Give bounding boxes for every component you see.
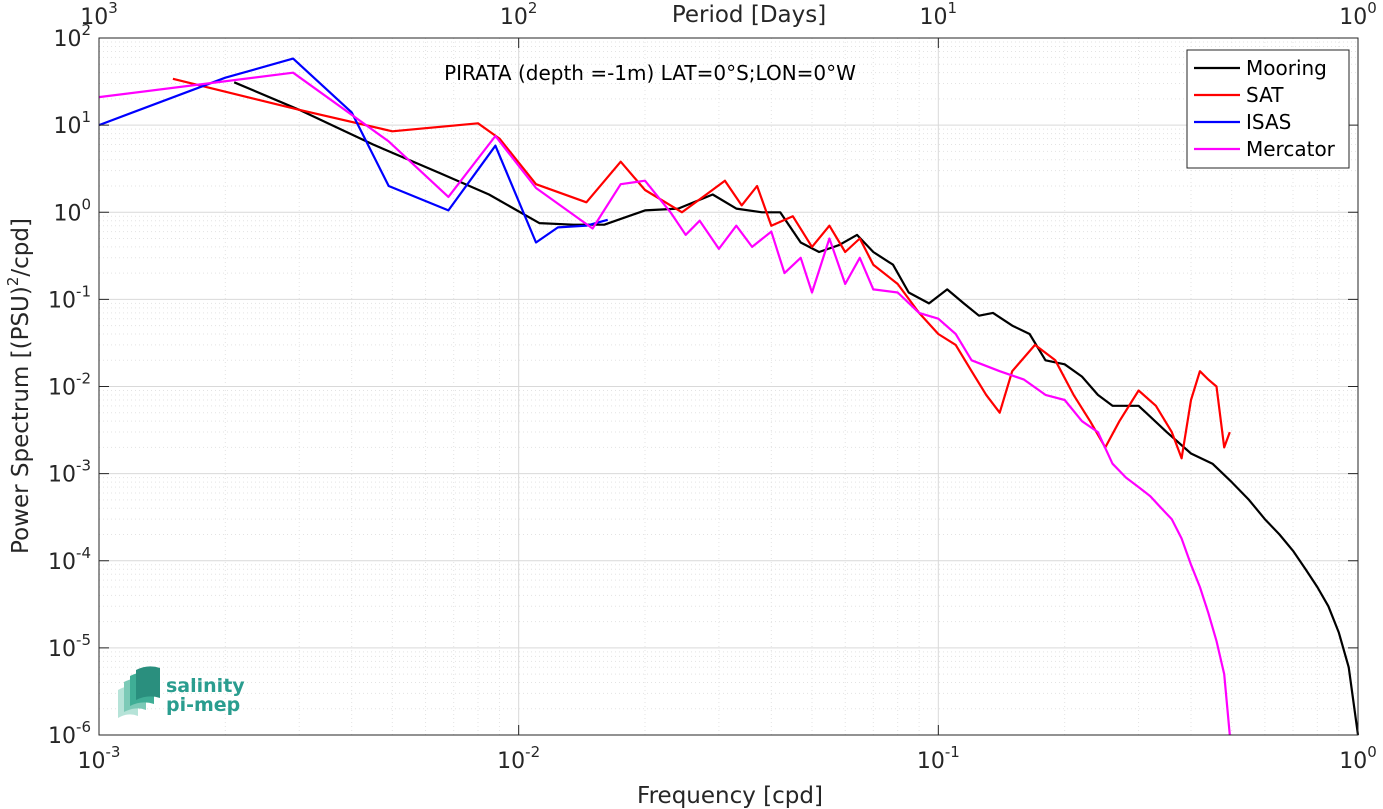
legend-label-isas: ISAS [1246, 110, 1291, 134]
y-tick-label: 100 [53, 195, 91, 226]
legend-entries: Mooring SAT ISAS Mercator [1194, 56, 1336, 161]
y-axis-label-tail: /cpd] [8, 218, 34, 277]
y-tick-label: 10-3 [48, 457, 91, 488]
legend-label-sat: SAT [1246, 83, 1284, 107]
y-tick-label: 10-2 [48, 370, 91, 401]
top-axis-label: Period [Days] [672, 2, 826, 28]
top-tick-label: 103 [80, 0, 118, 30]
y-tick-label: 10-1 [48, 282, 91, 313]
y-tick-label: 101 [53, 108, 91, 139]
top-x-tick-labels: 103 102 101 100 [80, 0, 1377, 30]
logo-mark-icon [118, 666, 160, 718]
logo-text-line1: salinity [166, 675, 245, 697]
logo-text-line2: pi-mep [166, 694, 240, 716]
x-axis-label: Frequency [cpd] [637, 783, 823, 809]
legend: Mooring SAT ISAS Mercator [1186, 49, 1350, 169]
y-tick-label: 10-4 [48, 544, 91, 575]
x-tick-label: 10-3 [78, 743, 121, 774]
series-line-mercator [98, 71, 1231, 736]
y-tick-label: 102 [53, 21, 91, 52]
x-tick-label: 100 [1339, 743, 1377, 774]
series-layer [98, 57, 1360, 736]
series-line-isas [98, 57, 608, 244]
y-tick-label: 10-6 [48, 718, 91, 749]
x-tick-label: 10-2 [497, 743, 540, 774]
top-tick-label: 101 [920, 0, 958, 30]
top-tick-label: 102 [500, 0, 538, 30]
legend-label-mooring: Mooring [1246, 56, 1327, 80]
y-tick-label: 10-5 [48, 631, 91, 662]
legend-label-mercator: Mercator [1246, 137, 1336, 161]
y-tick-labels: 102 101 100 10-1 10-2 10-3 10-4 10-5 10-6 [48, 21, 91, 749]
chart-title: PIRATA (depth =-1m) LAT=0°S;LON=0°W [444, 61, 856, 85]
y-axis-label-sup: 2 [4, 277, 22, 287]
top-tick-label: 100 [1339, 0, 1377, 30]
salinity-pi-mep-logo: salinity pi-mep [118, 666, 245, 718]
x-tick-label: 10-1 [917, 743, 960, 774]
series-line-mooring [233, 81, 1360, 736]
y-axis-label: Power Spectrum [(PSU)2/cpd] [4, 218, 34, 554]
tick-marks [98, 37, 1359, 736]
y-axis-label-main: Power Spectrum [(PSU) [8, 286, 34, 554]
bottom-x-tick-labels: 10-3 10-2 10-1 100 [78, 743, 1377, 774]
